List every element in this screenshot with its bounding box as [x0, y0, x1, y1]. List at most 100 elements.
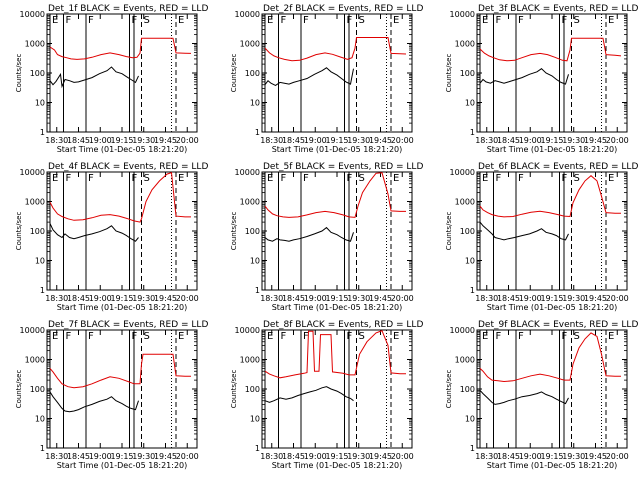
y-tick-label: 10000 — [235, 168, 260, 177]
marker-label: F — [303, 331, 309, 342]
x-tick-label: 20:00 — [176, 294, 199, 303]
x-tick-label: 19:45 — [584, 294, 607, 303]
y-tick-label: 1 — [40, 444, 45, 453]
y-tick-label: 10000 — [20, 168, 45, 177]
y-axis-label: Counts/sec — [445, 370, 453, 409]
x-tick-label: 20:00 — [606, 452, 629, 461]
panel-title: Det_4f BLACK = Events, RED = LLD — [48, 162, 208, 172]
y-tick-label: 10000 — [450, 168, 475, 177]
y-tick-label: 10 — [465, 257, 475, 266]
x-tick-label: 19:00 — [89, 136, 112, 145]
marker-label: E — [52, 331, 58, 342]
series-line-lld — [264, 37, 407, 62]
y-axis-label: Counts/sec — [445, 212, 453, 251]
y-tick-label: 100 — [245, 227, 260, 236]
x-tick-label: 19:30 — [132, 294, 155, 303]
y-tick-label: 100 — [245, 69, 260, 78]
plot-frame — [476, 329, 628, 449]
y-tick-label: 100 — [30, 69, 45, 78]
x-tick-label: 19:15 — [540, 136, 563, 145]
x-axis-label: Start Time (01-Dec-05 18:21:20) — [57, 303, 188, 312]
detector-panel-4: Det_4f BLACK = Events, RED = LLD 1 10 100 10… — [15, 162, 208, 312]
detector-panel-9: Det_9f BLACK = Events, RED = LLD 1 10 100 10… — [445, 320, 638, 470]
x-axis-label: Start Time (01-Dec-05 18:21:20) — [272, 303, 403, 312]
x-tick-label: 19:15 — [325, 136, 348, 145]
marker-label: S — [144, 15, 150, 26]
y-axis-label: Counts/sec — [230, 54, 238, 93]
plot-frame — [476, 13, 628, 133]
x-tick-label: 19:30 — [132, 452, 155, 461]
marker-label: F — [88, 15, 94, 26]
y-tick-label: 100 — [460, 385, 475, 394]
y-tick-label: 1 — [255, 444, 260, 453]
marker-label: F — [66, 331, 72, 342]
marker-label: S — [359, 173, 365, 184]
x-tick-label: 19:00 — [519, 452, 542, 461]
marker-label: E — [267, 173, 273, 184]
x-tick-label: 18:30 — [475, 136, 498, 145]
plot-frame — [476, 171, 628, 291]
x-tick-label: 19:00 — [519, 136, 542, 145]
series-line-lld — [49, 172, 191, 223]
y-tick-label: 1000 — [455, 198, 475, 207]
marker-label: E — [608, 331, 614, 342]
marker-label: F — [88, 173, 94, 184]
y-axis-label: Counts/sec — [15, 370, 23, 409]
y-tick-label: 100 — [30, 385, 45, 394]
series-line-lld — [264, 172, 406, 218]
plot-frame — [46, 171, 198, 291]
panel-title: Det_5f BLACK = Events, RED = LLD — [263, 162, 423, 172]
marker-label: E — [393, 173, 399, 184]
y-tick-label: 1 — [40, 128, 45, 137]
x-tick-label: 19:30 — [562, 294, 585, 303]
series-line-events — [479, 221, 569, 241]
marker-label: F — [88, 331, 94, 342]
panel-title: Det_2f BLACK = Events, RED = LLD — [263, 4, 423, 14]
marker-label: E — [178, 15, 184, 26]
x-tick-label: 20:00 — [176, 452, 199, 461]
marker-label: E — [267, 331, 273, 342]
series-line-events — [479, 68, 569, 85]
panel-title: Det_3f BLACK = Events, RED = LLD — [478, 4, 638, 14]
y-tick-label: 100 — [245, 385, 260, 394]
x-tick-label: 19:00 — [89, 452, 112, 461]
x-tick-label: 19:30 — [347, 136, 370, 145]
y-tick-label: 100 — [460, 227, 475, 236]
y-tick-label: 10000 — [20, 326, 45, 335]
x-tick-label: 19:30 — [347, 452, 370, 461]
marker-label: S — [574, 331, 580, 342]
series-line-events — [49, 391, 139, 413]
series-line-events — [49, 66, 139, 89]
y-tick-label: 1000 — [240, 198, 260, 207]
x-tick-label: 19:45 — [584, 452, 607, 461]
x-tick-label: 19:00 — [304, 452, 327, 461]
panel-title: Det_9f BLACK = Events, RED = LLD — [478, 320, 638, 330]
marker-label: E — [52, 15, 58, 26]
y-tick-label: 1 — [470, 128, 475, 137]
y-axis-label: Counts/sec — [15, 54, 23, 93]
series-line-events — [49, 223, 139, 242]
marker-label: S — [144, 173, 150, 184]
x-tick-label: 20:00 — [391, 294, 414, 303]
marker-label: F — [303, 15, 309, 26]
x-tick-label: 18:30 — [45, 294, 68, 303]
x-tick-label: 20:00 — [606, 294, 629, 303]
marker-label: E — [393, 15, 399, 26]
y-tick-label: 10000 — [450, 10, 475, 19]
x-tick-label: 18:45 — [497, 136, 520, 145]
x-tick-label: 18:30 — [260, 294, 283, 303]
x-tick-label: 19:00 — [519, 294, 542, 303]
x-axis-label: Start Time (01-Dec-05 18:21:20) — [57, 145, 188, 154]
y-tick-label: 10000 — [450, 326, 475, 335]
x-tick-label: 18:30 — [475, 294, 498, 303]
y-tick-label: 10 — [250, 415, 260, 424]
x-tick-label: 19:45 — [154, 136, 177, 145]
x-tick-label: 20:00 — [176, 136, 199, 145]
plot-frame — [46, 13, 198, 133]
x-tick-label: 19:45 — [154, 452, 177, 461]
x-tick-label: 19:00 — [304, 294, 327, 303]
plot-frame — [261, 171, 413, 291]
marker-label: F — [66, 173, 72, 184]
y-tick-label: 1000 — [455, 356, 475, 365]
marker-label: E — [482, 331, 488, 342]
